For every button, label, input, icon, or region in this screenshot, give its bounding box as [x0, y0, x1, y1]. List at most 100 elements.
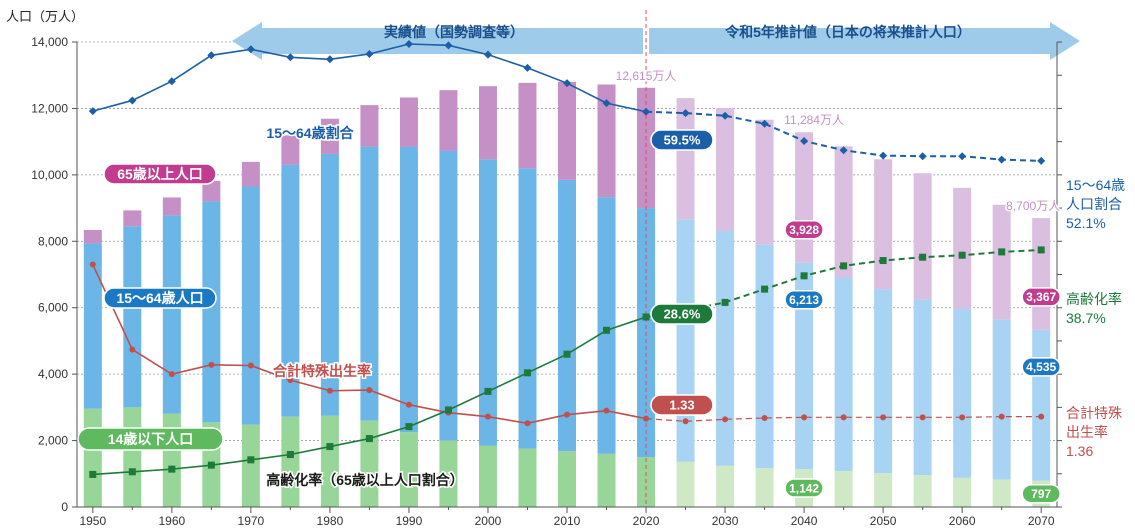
y-tick-label: 2,000 — [38, 434, 68, 448]
label-elderly-population-text: 65歳以上人口 — [117, 166, 203, 182]
bar-working — [597, 197, 616, 454]
marker-tfr — [959, 414, 966, 421]
bar-young — [755, 468, 774, 507]
bar-working — [162, 215, 181, 414]
bar-young — [399, 432, 418, 507]
marker-working_ratio — [286, 53, 295, 62]
x-tick-label: 1970 — [238, 514, 265, 528]
bar-young — [478, 445, 497, 507]
right-aging-line2: 38.7% — [1066, 310, 1106, 326]
label-elderly-population: 65歳以上人口 — [103, 163, 217, 185]
marker-tfr — [603, 407, 610, 414]
x-tick-label: 2050 — [870, 514, 897, 528]
bar-working — [558, 179, 576, 452]
marker-aging_rate — [207, 461, 215, 469]
bar-working — [992, 319, 1011, 480]
marker-aging_rate — [128, 468, 136, 476]
y-tick-label: 6,000 — [38, 301, 68, 315]
bar-young — [518, 448, 537, 507]
marker-tfr — [129, 346, 136, 353]
bar-young — [320, 415, 339, 507]
marker-tfr — [208, 361, 215, 368]
marker-tfr — [287, 377, 294, 384]
marker-tfr — [484, 413, 491, 420]
marker-aging_rate — [919, 253, 927, 261]
bar-elderly — [162, 197, 181, 216]
bar-young — [953, 477, 972, 507]
value-young-2070-text: 797 — [1031, 487, 1051, 501]
marker-working_ratio — [602, 99, 611, 108]
marker-tfr — [880, 414, 887, 421]
label-young-population: 14歳以下人口 — [77, 427, 224, 451]
total-2040: 11,284万人 — [784, 113, 844, 127]
bar-elderly — [83, 229, 102, 244]
value-elderly-2040-text: 3,928 — [789, 223, 819, 237]
right-tfr-line1: 合計特殊 — [1066, 405, 1122, 421]
bar-working — [716, 230, 735, 466]
callout-tfr-bg — [650, 394, 714, 416]
marker-aging_rate — [800, 272, 808, 280]
marker-working_ratio — [997, 155, 1006, 164]
bar-young — [123, 407, 142, 507]
marker-working_ratio — [523, 63, 532, 72]
bar-working — [518, 168, 537, 449]
marker-aging_rate — [326, 443, 334, 451]
bar-working — [1032, 329, 1051, 481]
right-aging-line1: 高齢化率 — [1066, 291, 1122, 307]
value-working-2070-text: 4,535 — [1026, 360, 1056, 374]
bars — [83, 81, 1051, 507]
bar-working — [202, 201, 221, 423]
marker-working_ratio — [365, 49, 374, 58]
marker-tfr — [366, 387, 373, 394]
callout-aging-rate-text: 28.6% — [664, 307, 701, 322]
value-young-2070-bg — [1021, 484, 1061, 504]
bar-working — [360, 146, 379, 421]
marker-working_ratio — [642, 107, 651, 116]
callout-working-ratio-bg — [650, 129, 714, 151]
marker-aging_rate — [721, 298, 729, 306]
value-working-2040-bg — [784, 289, 824, 310]
callout-tfr-text: 1.33 — [669, 398, 694, 413]
bar-young — [597, 453, 616, 507]
projection-arrow-label: 令和5年推計値（日本の将来推計人口） — [724, 24, 971, 40]
marker-aging_rate — [523, 369, 531, 377]
marker-aging_rate — [642, 313, 650, 321]
label-young-population-text: 14歳以下人口 — [108, 431, 194, 447]
value-elderly-2070: 3,367 — [1021, 287, 1061, 307]
value-working-2040: 6,213 — [784, 289, 824, 310]
x-tick-label: 2010 — [554, 514, 581, 528]
label-aging-rate: 高齢化率（65歳以上人口割合） — [266, 472, 464, 488]
marker-tfr — [1038, 413, 1045, 420]
bar-young — [241, 424, 260, 507]
marker-tfr — [682, 418, 689, 425]
marker-aging_rate — [247, 456, 255, 464]
value-elderly-2070-bg — [1021, 287, 1061, 307]
bar-young — [83, 408, 102, 507]
x-tick-label: 2030 — [712, 514, 739, 528]
y-tick-label: 0 — [61, 500, 68, 514]
y-tick-label: 10,000 — [31, 168, 68, 182]
x-tick-label: 1960 — [158, 514, 185, 528]
bar-elderly — [320, 118, 339, 154]
marker-aging_rate — [168, 465, 176, 473]
marker-working_ratio — [325, 55, 334, 64]
marker-aging_rate — [603, 326, 611, 334]
total-2020: 12,615万人 — [616, 69, 677, 83]
bar-elderly — [123, 210, 142, 227]
callout-tfr: 1.33 — [650, 394, 714, 416]
right-working-ratio-line2: 人口割合 — [1066, 196, 1122, 212]
marker-aging_rate — [998, 248, 1006, 256]
x-tick-label: 2060 — [949, 514, 976, 528]
bar-young — [676, 461, 695, 507]
value-elderly-2070-text: 3,367 — [1026, 290, 1056, 304]
right-tfr-line2: 出生率 — [1066, 424, 1108, 440]
annotations: 実績値（国勢調査等） 令和5年推計値（日本の将来推計人口） 65歳以上人口 15～64… — [77, 24, 1125, 504]
callout-working-ratio: 59.5% — [650, 129, 714, 151]
marker-aging_rate — [444, 406, 452, 414]
marker-working_ratio — [721, 111, 730, 120]
gridlines — [77, 22, 1080, 441]
marker-aging_rate — [484, 387, 492, 395]
marker-tfr — [405, 401, 412, 408]
x-tick-label: 1990 — [396, 514, 423, 528]
